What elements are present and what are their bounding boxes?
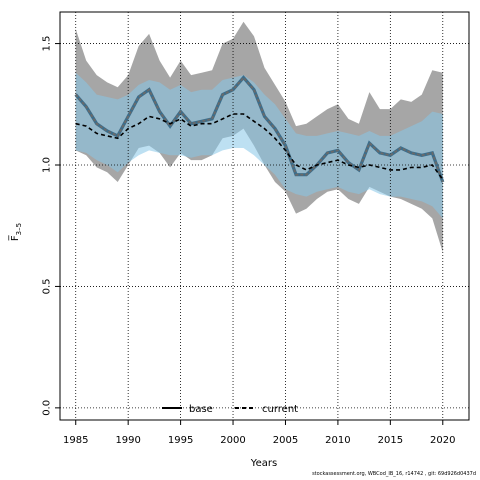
x-tick-label: 2005 (273, 435, 298, 446)
y-axis-title: F̅3–5 (8, 223, 23, 241)
x-tick-label: 2010 (325, 435, 350, 446)
series-line-current (75, 113, 444, 181)
ci-band-current (75, 72, 443, 219)
legend-label-base: base (189, 404, 213, 415)
y-tick-label: 0.5 (42, 278, 53, 294)
x-tick-label: 2015 (378, 435, 403, 446)
plot-frame (59, 11, 470, 421)
y-tick-label: 0.0 (42, 400, 53, 416)
footer-attribution: stockassessment.org, WBCod_IB_16, r14742… (312, 471, 476, 477)
x-tick-label: 1990 (115, 435, 140, 446)
y-axis: 0.0 0.5 1.0 1.5 (42, 36, 60, 416)
y-tick-label: 1.5 (42, 36, 53, 52)
series-lines (74, 75, 445, 183)
x-axis-title: Years (250, 458, 277, 469)
y-axis-title-subscript: 3–5 (15, 223, 23, 235)
y-tick-label: 1.0 (42, 157, 53, 173)
x-tick-label: 2020 (430, 435, 455, 446)
x-axis: 1985 1990 1995 2000 2005 2010 2015 2020 (63, 420, 456, 446)
x-tick-label: 1985 (63, 435, 88, 446)
svg-text:F̅3–5: F̅3–5 (8, 223, 23, 241)
grid-lines (60, 12, 469, 420)
x-tick-label: 2000 (220, 435, 245, 446)
confidence-bands (75, 21, 443, 253)
y-axis-title-main: F̅ (8, 234, 21, 241)
series-line-base (75, 76, 444, 183)
legend-label-current: current (262, 404, 298, 415)
legend: base current (162, 404, 298, 415)
x-tick-label: 1995 (168, 435, 193, 446)
